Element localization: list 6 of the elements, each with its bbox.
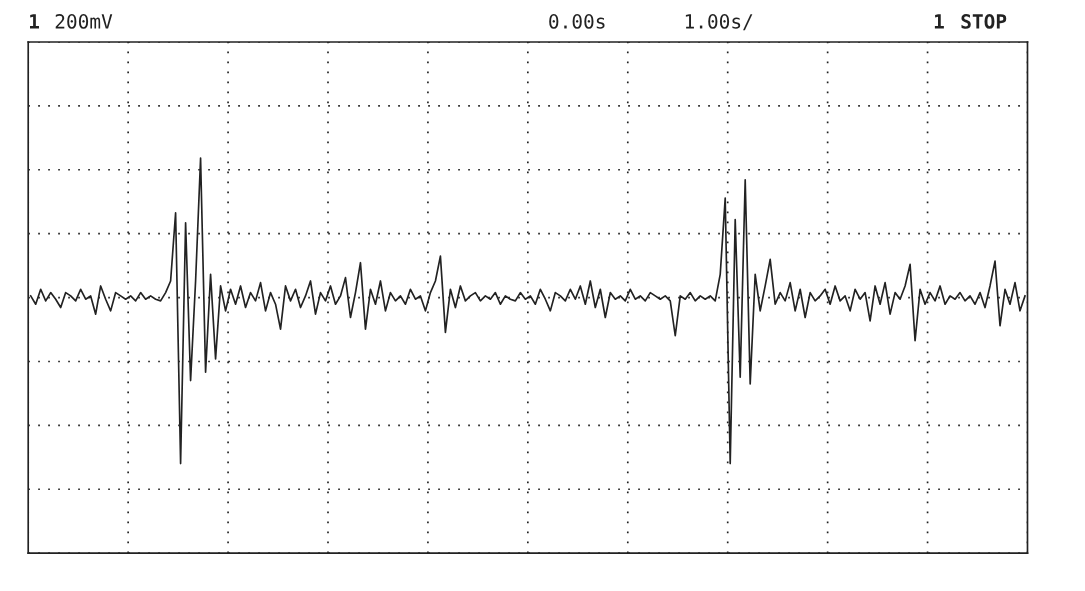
text: 1.00s/ xyxy=(685,14,753,31)
text: 1 xyxy=(934,14,944,29)
text: STOP xyxy=(961,14,1007,29)
text: 0.00s xyxy=(549,14,605,29)
text: 200mV xyxy=(55,14,113,29)
text: 1 xyxy=(30,14,39,29)
